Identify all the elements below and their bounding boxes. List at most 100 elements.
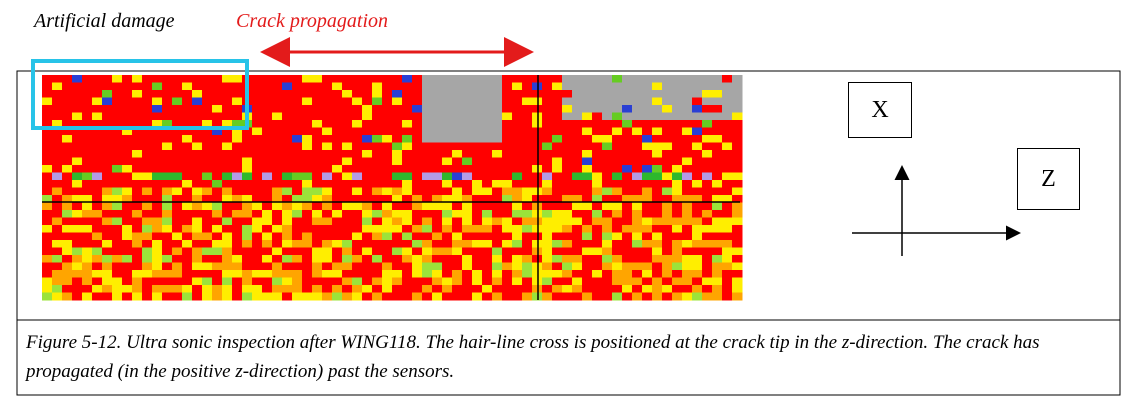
- scan-cell: [512, 105, 523, 113]
- scan-cell: [732, 255, 743, 263]
- scan-cell: [612, 292, 623, 301]
- scan-cell: [352, 75, 363, 83]
- scan-cell: [42, 180, 53, 188]
- scan-cell: [302, 142, 313, 151]
- scan-cell: [682, 232, 693, 241]
- z-axis-label: Z: [1017, 148, 1080, 210]
- scan-cell: [592, 180, 603, 188]
- scan-cell: [592, 285, 603, 293]
- scan-cell: [262, 262, 273, 271]
- scan-cell: [62, 247, 73, 256]
- scan-cell: [112, 135, 123, 143]
- scan-cell: [272, 150, 283, 158]
- scan-cell: [552, 142, 563, 151]
- scan-cell: [692, 202, 703, 211]
- scan-cell: [632, 120, 643, 128]
- scan-cell: [142, 142, 153, 151]
- scan-cell: [512, 82, 523, 91]
- scan-cell: [382, 285, 393, 293]
- scan-cell: [122, 285, 133, 293]
- scan-cell: [292, 135, 303, 143]
- scan-cell: [362, 120, 373, 128]
- scan-cell: [662, 172, 673, 181]
- scan-cell: [712, 180, 723, 188]
- scan-cell: [362, 210, 373, 218]
- scan-cell: [102, 120, 113, 128]
- scan-cell: [322, 232, 333, 241]
- scan-cell: [702, 165, 713, 173]
- scan-cell: [512, 172, 523, 181]
- scan-cell: [122, 82, 133, 91]
- scan-cell: [702, 292, 713, 301]
- scan-cell: [82, 180, 93, 188]
- scan-cell: [92, 217, 103, 226]
- scan-cell: [282, 247, 293, 256]
- scan-cell: [382, 232, 393, 241]
- scan-cell: [102, 225, 113, 233]
- scan-cell: [62, 172, 73, 181]
- scan-cell: [42, 292, 53, 301]
- scan-cell: [312, 112, 323, 121]
- scan-cell: [332, 217, 343, 226]
- scan-cell: [462, 165, 473, 173]
- scan-cell: [122, 90, 133, 98]
- scan-cell: [512, 232, 523, 241]
- scan-cell: [332, 277, 343, 286]
- scan-cell: [502, 75, 513, 83]
- scan-cell: [562, 82, 573, 91]
- scan-cell: [362, 277, 373, 286]
- scan-cell: [192, 285, 203, 293]
- scan-cell: [482, 142, 493, 151]
- scan-cell: [302, 255, 313, 263]
- scan-cell: [722, 90, 733, 98]
- scan-cell: [142, 82, 153, 91]
- scan-cell: [332, 105, 343, 113]
- scan-cell: [202, 202, 213, 211]
- scan-cell: [652, 165, 663, 173]
- scan-cell: [612, 112, 623, 121]
- scan-cell: [702, 127, 713, 136]
- scan-cell: [52, 97, 63, 106]
- scan-cell: [202, 247, 213, 256]
- scan-cell: [372, 262, 383, 271]
- scan-cell: [442, 217, 453, 226]
- scan-cell: [472, 157, 483, 166]
- scan-cell: [402, 172, 413, 181]
- scan-cell: [282, 232, 293, 241]
- scan-cell: [272, 247, 283, 256]
- scan-cell: [332, 120, 343, 128]
- scan-cell: [352, 262, 363, 271]
- scan-cell: [512, 210, 523, 218]
- scan-cell: [92, 270, 103, 278]
- scan-cell: [642, 292, 653, 301]
- scan-cell: [112, 270, 123, 278]
- scan-cell: [402, 225, 413, 233]
- scan-cell: [322, 225, 333, 233]
- scan-cell: [422, 202, 433, 211]
- scan-cell: [352, 82, 363, 91]
- scan-cell: [222, 217, 233, 226]
- scan-cell: [342, 105, 353, 113]
- scan-cell: [712, 217, 723, 226]
- scan-cell: [662, 292, 673, 301]
- scan-cell: [252, 187, 263, 196]
- scan-cell: [452, 165, 463, 173]
- scan-cell: [82, 142, 93, 151]
- scan-cell: [732, 195, 743, 203]
- scan-cell: [522, 285, 533, 293]
- scan-cell: [162, 292, 173, 301]
- scan-cell: [572, 180, 583, 188]
- scan-cell: [512, 112, 523, 121]
- scan-cell: [132, 157, 143, 166]
- scan-cell: [702, 247, 713, 256]
- scan-cell: [512, 142, 523, 151]
- scan-cell: [102, 135, 113, 143]
- scan-cell: [602, 195, 613, 203]
- scan-cell: [232, 202, 243, 211]
- scan-cell: [582, 142, 593, 151]
- scan-cell: [42, 262, 53, 271]
- scan-cell: [52, 127, 63, 136]
- scan-cell: [192, 112, 203, 121]
- scan-cell: [382, 240, 393, 248]
- scan-cell: [42, 97, 53, 106]
